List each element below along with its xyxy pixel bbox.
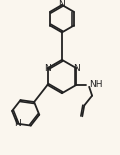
Text: NH: NH [89,80,103,89]
Text: N: N [59,0,65,9]
Text: N: N [44,64,51,73]
Text: N: N [14,119,21,128]
Text: N: N [73,64,80,73]
